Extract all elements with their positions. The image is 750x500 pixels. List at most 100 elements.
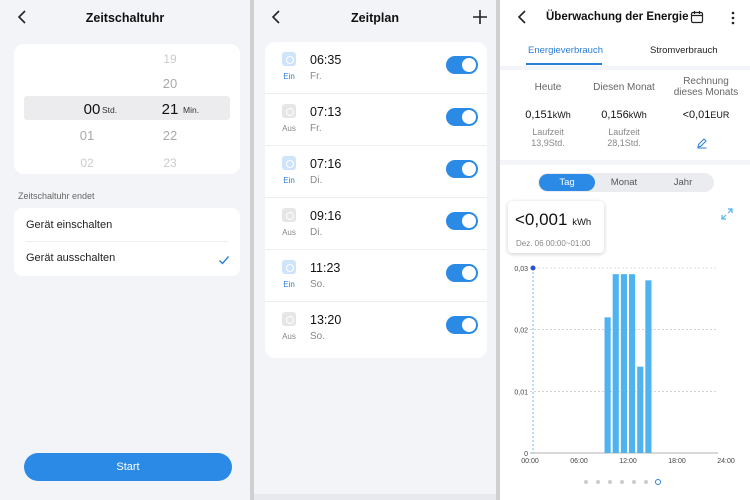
- checkmark-icon: [218, 253, 230, 265]
- option-turn-on[interactable]: Gerät einschalten: [26, 219, 113, 231]
- time-picker[interactable]: 00 Std. 01 02 19 20 21 Min. 22 23: [14, 44, 240, 174]
- stat-heading: Rechnung: [683, 76, 729, 87]
- x-tick-label: 00:00: [521, 458, 539, 465]
- schedule-time: 11:23: [310, 261, 341, 275]
- energy-screen: Überwachung der Energie Energieverbrauch…: [500, 0, 750, 500]
- stat-today: Heute 0,151kWh Laufzeit 13,9Std.: [508, 82, 588, 149]
- tab-energy-consumption[interactable]: Energieverbrauch: [528, 45, 603, 56]
- page-dot[interactable]: [596, 480, 600, 484]
- page-dot[interactable]: [584, 480, 588, 484]
- timer-ends-label: Zeitschaltuhr endet: [18, 191, 95, 201]
- schedule-item[interactable]: Ein 11:23 So.: [265, 250, 487, 302]
- schedule-item[interactable]: Aus 13:20 So.: [265, 302, 487, 354]
- period-month[interactable]: Monat: [610, 177, 638, 188]
- hour-option[interactable]: 01: [79, 128, 95, 143]
- page-dot[interactable]: [620, 480, 624, 484]
- schedule-toggle[interactable]: [446, 56, 478, 74]
- calendar-icon[interactable]: [690, 10, 704, 24]
- screen-divider: [250, 0, 254, 500]
- schedule-state: Ein: [283, 72, 295, 81]
- stat-this-month: Diesen Monat 0,156kWh Laufzeit 28,1Std.: [584, 82, 664, 149]
- hour-option[interactable]: 02: [80, 156, 94, 170]
- schedule-day: Di.: [310, 175, 323, 186]
- schedule-state: Aus: [282, 228, 296, 237]
- stat-runtime-value: 28,1Std.: [607, 138, 641, 148]
- schedule-item[interactable]: Aus 09:16 Di.: [265, 198, 487, 250]
- chart-bar: [645, 280, 652, 453]
- back-arrow-icon[interactable]: [14, 8, 32, 26]
- plug-icon: [282, 52, 296, 66]
- schedule-item[interactable]: Aus 07:13 Fr.: [265, 94, 487, 146]
- option-turn-off[interactable]: Gerät ausschalten: [26, 252, 116, 264]
- tab-power-consumption[interactable]: Stromverbrauch: [650, 45, 718, 56]
- period-year[interactable]: Jahr: [673, 177, 693, 188]
- tooltip-value: <0,001 kWh: [515, 210, 592, 229]
- screen-divider: [496, 0, 500, 500]
- chart-section: Tag Monat Jahr 0 0,01 0,02 0,03 00:00 06:00 12…: [500, 165, 750, 500]
- schedule-item[interactable]: Ein 07:16 Di.: [265, 146, 487, 198]
- plus-icon[interactable]: [470, 6, 490, 29]
- schedule-day: So.: [310, 279, 326, 290]
- x-tick-label: 24:00: [717, 458, 735, 465]
- timer-header: Zeitschaltuhr: [0, 0, 250, 36]
- stat-runtime-label: Laufzeit: [532, 127, 564, 137]
- more-vertical-icon[interactable]: [730, 10, 736, 26]
- schedule-time: 07:13: [310, 105, 342, 119]
- schedule-state: Aus: [282, 124, 296, 133]
- schedule-time: 06:35: [310, 53, 342, 67]
- schedule-day: Fr.: [310, 71, 322, 82]
- back-arrow-icon[interactable]: [514, 8, 532, 26]
- schedule-header: Zeitplan: [254, 0, 496, 36]
- stat-heading: Diesen Monat: [593, 82, 655, 93]
- plug-icon: [282, 156, 296, 170]
- stat-bill: Rechnung dieses Monats <0,01EUR: [666, 76, 746, 121]
- minute-option[interactable]: 23: [163, 156, 177, 170]
- start-button[interactable]: Start: [24, 453, 232, 481]
- minute-option[interactable]: 22: [162, 128, 178, 143]
- page-dot-active[interactable]: [655, 479, 661, 485]
- schedule-state: Aus: [282, 332, 296, 341]
- schedule-screen: Zeitplan Ein 06:35 Fr. Aus 07:13 Fr. Ein…: [254, 0, 496, 500]
- back-arrow-icon[interactable]: [268, 8, 286, 26]
- page-title: Zeitplan: [351, 11, 399, 25]
- schedule-toggle[interactable]: [446, 160, 478, 178]
- schedule-state: Ein: [283, 176, 295, 185]
- chart-bar: [620, 274, 627, 453]
- schedule-item[interactable]: Ein 06:35 Fr.: [265, 42, 487, 94]
- minute-selected[interactable]: 21: [161, 101, 179, 118]
- schedule-toggle[interactable]: [446, 264, 478, 282]
- bottom-bar: [254, 494, 496, 500]
- period-day[interactable]: Tag: [539, 174, 595, 191]
- chart-bar: [612, 274, 619, 453]
- x-tick-label: 18:00: [668, 458, 686, 465]
- minute-option[interactable]: 19: [163, 52, 177, 66]
- page-dot[interactable]: [632, 480, 636, 484]
- plug-icon: [282, 312, 296, 326]
- stat-runtime-label: Laufzeit: [608, 127, 640, 137]
- schedule-toggle[interactable]: [446, 212, 478, 230]
- schedule-toggle[interactable]: [446, 316, 478, 334]
- schedule-toggle[interactable]: [446, 108, 478, 126]
- page-dot[interactable]: [608, 480, 612, 484]
- schedule-state: Ein: [283, 280, 295, 289]
- y-tick-label: 0,02: [514, 328, 528, 335]
- edit-pencil-icon[interactable]: [696, 136, 708, 149]
- stat-runtime-value: 13,9Std.: [531, 138, 565, 148]
- schedule-time: 13:20: [310, 313, 342, 327]
- period-selector: Tag Monat Jahr: [538, 173, 714, 192]
- energy-tabs: Energieverbrauch Stromverbrauch: [500, 36, 750, 66]
- hour-selected[interactable]: 00: [83, 101, 101, 118]
- highlight-point: [530, 265, 536, 271]
- energy-stats: Heute 0,151kWh Laufzeit 13,9Std. Diesen …: [500, 70, 750, 160]
- schedule-day: Fr.: [310, 123, 322, 134]
- page-dot[interactable]: [644, 480, 648, 484]
- energy-bar-chart[interactable]: 0 0,01 0,02 0,03 00:00 06:00 12:00 18:00 24:00: [500, 165, 750, 500]
- expand-icon[interactable]: [720, 207, 734, 221]
- energy-header: Überwachung der Energie: [500, 0, 750, 36]
- active-tab-underline: [526, 63, 602, 65]
- plug-icon: [282, 104, 296, 118]
- tooltip-range: Dez. 06 00:00~01:00: [516, 239, 591, 248]
- minute-option[interactable]: 20: [162, 76, 178, 91]
- schedule-time: 09:16: [310, 209, 342, 223]
- y-tick-label: 0,01: [514, 389, 528, 396]
